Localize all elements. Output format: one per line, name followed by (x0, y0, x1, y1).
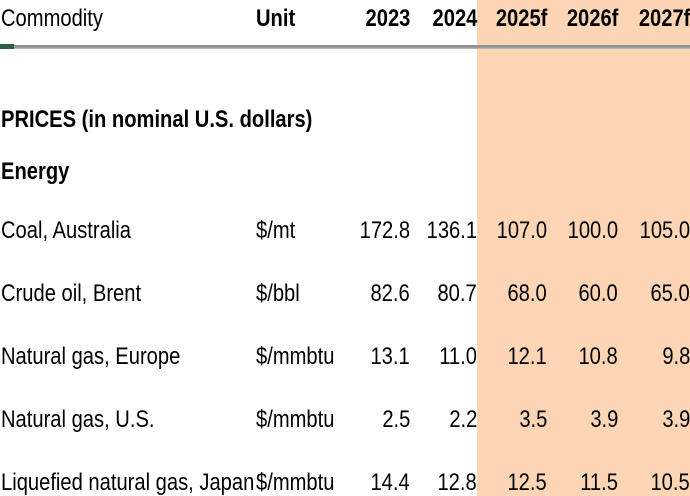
commodity-name: Liquefied natural gas, Japan (1, 469, 255, 496)
col-header-2025f: 2025f (495, 5, 547, 32)
value-2025f: 68.0 (507, 280, 547, 307)
value-2023: 14.4 (370, 469, 410, 496)
commodity-name: Natural gas, Europe (1, 343, 181, 370)
table-row-natural-gas-europe: Natural gas, Europe $/mmbtu 13.1 11.0 12… (0, 323, 690, 386)
commodity-name: Natural gas, U.S. (1, 406, 155, 433)
table-row-natural-gas-us: Natural gas, U.S. $/mmbtu 2.5 2.2 3.5 3.… (0, 386, 690, 449)
value-2026f: 11.5 (580, 469, 618, 496)
section-title-prices: PRICES (in nominal U.S. dollars) (1, 106, 313, 133)
col-header-2024: 2024 (432, 5, 477, 32)
value-2026f: 100.0 (567, 217, 618, 244)
col-header-2027f: 2027f (638, 5, 690, 32)
section-title-row: PRICES (in nominal U.S. dollars) (0, 94, 690, 146)
value-2023: 13.1 (370, 343, 410, 370)
value-2027f: 105.0 (639, 217, 690, 244)
commodity-name: Coal, Australia (1, 217, 131, 244)
group-title-energy: Energy (1, 157, 70, 185)
value-2024: 12.8 (437, 469, 477, 496)
value-2025f: 12.1 (507, 343, 547, 370)
value-2023: 2.5 (381, 406, 410, 433)
header-rule-green-accent (0, 44, 14, 49)
value-2025f: 107.0 (496, 217, 547, 244)
value-2026f: 60.0 (578, 280, 618, 307)
unit-value: $/mt (256, 217, 296, 244)
value-2026f: 3.9 (589, 406, 618, 433)
value-2024: 2.2 (448, 406, 477, 433)
table-row-crude-oil-brent: Crude oil, Brent $/bbl 82.6 80.7 68.0 60… (0, 260, 690, 323)
value-2024: 136.1 (426, 217, 477, 244)
col-header-2026f: 2026f (566, 5, 618, 32)
commodity-name: Crude oil, Brent (1, 280, 142, 307)
value-2025f: 12.5 (507, 469, 547, 496)
col-header-2023: 2023 (365, 5, 410, 32)
value-2027f: 3.9 (661, 406, 690, 433)
unit-value: $/mmbtu (256, 469, 335, 496)
value-2027f: 10.5 (650, 469, 690, 496)
table-row-lng-japan: Liquefied natural gas, Japan $/mmbtu 14.… (0, 449, 690, 496)
group-title-row: Energy (0, 146, 690, 197)
forecast-highlight-band (477, 0, 690, 496)
value-2027f: 65.0 (650, 280, 690, 307)
table-row-coal-australia: Coal, Australia $/mt 172.8 136.1 107.0 1… (0, 197, 690, 260)
col-header-unit: Unit (256, 5, 296, 32)
col-header-commodity: Commodity (1, 5, 103, 32)
spacer-row (0, 50, 690, 94)
table-header-row: Commodity Unit 2023 2024 2025f 2026f 202… (0, 0, 690, 50)
value-2025f: 3.5 (518, 406, 547, 433)
unit-value: $/mmbtu (256, 406, 335, 433)
value-2024: 80.7 (437, 280, 477, 307)
value-2023: 82.6 (370, 280, 410, 307)
value-2024: 11.0 (439, 343, 477, 370)
unit-value: $/bbl (256, 280, 300, 307)
unit-value: $/mmbtu (256, 343, 335, 370)
value-2023: 172.8 (359, 217, 410, 244)
value-2026f: 10.8 (578, 343, 618, 370)
value-2027f: 9.8 (661, 343, 690, 370)
header-rule (0, 45, 690, 49)
